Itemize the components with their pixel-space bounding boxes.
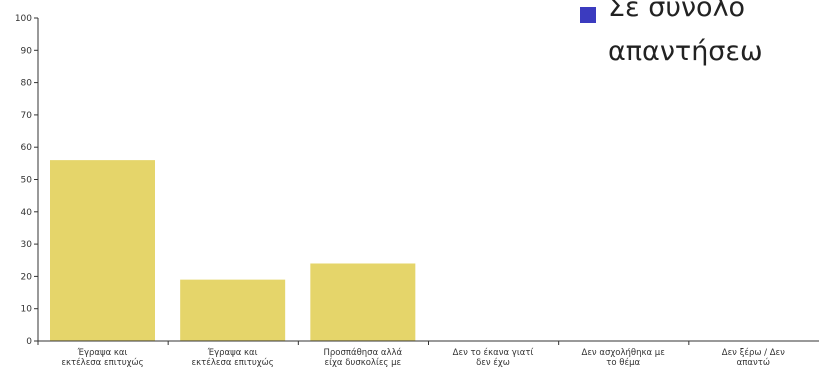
y-tick-label-50: 50 <box>21 176 33 186</box>
bar-2 <box>310 263 416 341</box>
y-tick-label-90: 90 <box>21 46 33 56</box>
y-tick-label-60: 60 <box>21 143 33 153</box>
bullet-square-icon <box>580 7 596 23</box>
bar-1 <box>180 279 286 341</box>
bullet-text-line-1: Σε σύνολο <box>608 0 746 23</box>
y-tick-label-80: 80 <box>21 79 33 89</box>
y-tick-label-0: 0 <box>26 337 32 347</box>
x-category-label-2: Προσπάθησα αλλά είχα δυσκολίες με <box>324 348 403 368</box>
y-tick-label-20: 20 <box>21 272 33 282</box>
x-category-label-5: Δεν ξέρω / Δεν απαντώ <box>722 347 785 368</box>
x-category-label-0: Έγραψα και εκτέλεσα επιτυχώς <box>61 348 143 368</box>
bullet-text-line-2: απαντήσεω <box>608 36 763 67</box>
slide-bullet-text: Σε σύνολο απαντήσεω <box>608 0 763 74</box>
x-category-label-3: Δεν το έκανα γιατί δεν έχω <box>453 347 534 368</box>
x-category-label-4: Δεν ασχολήθηκα με το θέμα <box>582 348 666 368</box>
x-category-label-1: Έγραψα και εκτέλεσα επιτυχώς <box>192 348 274 368</box>
y-tick-label-70: 70 <box>21 111 33 121</box>
x-axis: Έγραψα και εκτέλεσα επιτυχώς Έγραψα και εκτ… <box>37 340 819 368</box>
y-tick-label-30: 30 <box>21 240 33 250</box>
y-axis: 0 10 20 30 40 50 60 70 80 90 100 <box>15 14 39 347</box>
y-tick-label-40: 40 <box>21 208 33 218</box>
y-tick-label-100: 100 <box>15 14 32 24</box>
y-tick-label-10: 10 <box>21 305 33 315</box>
bar-0 <box>50 160 155 341</box>
bars <box>50 160 416 341</box>
